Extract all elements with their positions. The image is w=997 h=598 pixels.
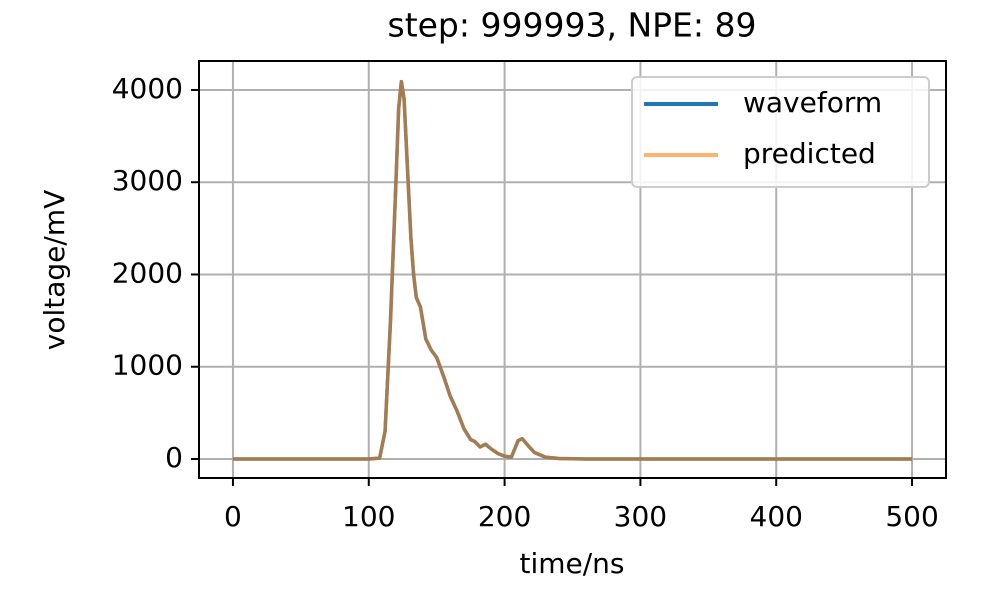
y-tick-label: 1000 [112, 349, 183, 382]
data-line [232, 79, 913, 461]
legend-label: predicted [743, 137, 876, 170]
y-tick-label: 3000 [112, 164, 183, 197]
x-tick-label: 100 [342, 500, 395, 533]
chart-title: step: 999993, NPE: 89 [388, 6, 757, 45]
legend-label: waveform [743, 86, 882, 119]
y-axis-label: voltage/mV [38, 190, 71, 350]
x-tick-label: 500 [885, 500, 938, 533]
y-tick-label: 0 [165, 441, 183, 474]
x-axis-label: time/ns [519, 547, 624, 580]
x-tick-label: 300 [614, 500, 667, 533]
y-tick-label: 2000 [112, 256, 183, 289]
x-tick-label: 400 [750, 500, 803, 533]
y-tick-label: 4000 [112, 72, 183, 105]
plot-frame [198, 60, 947, 479]
x-tick-label: 200 [478, 500, 531, 533]
x-tick-label: 0 [224, 500, 242, 533]
